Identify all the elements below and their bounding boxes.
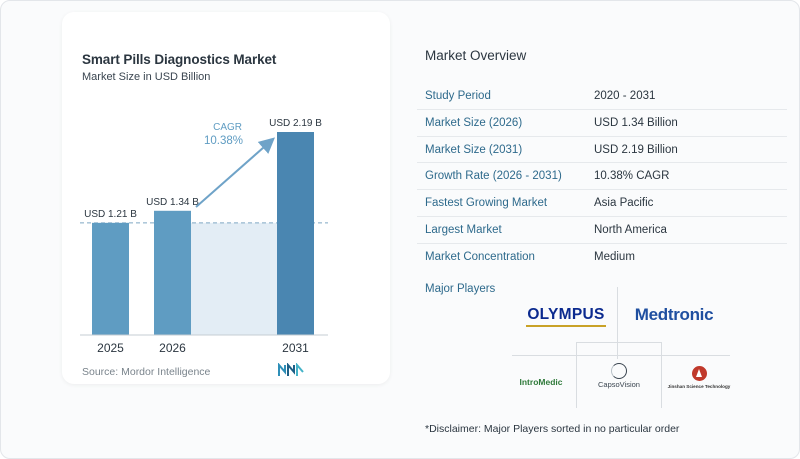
x-tick-2025: 2025 (97, 341, 124, 355)
data-label-2026: USD 1.34 B (146, 197, 199, 208)
capsovision-logo: CapsoVision (586, 356, 652, 396)
players-divider (661, 342, 662, 408)
players-divider (576, 342, 662, 343)
overview-row: Growth Rate (2026 - 2031) 10.38% CAGR (417, 163, 787, 191)
overview-row: Fastest Growing Market Asia Pacific (417, 190, 787, 217)
growth-shade-area (191, 222, 277, 335)
overview-value: North America (594, 223, 667, 236)
jinshan-logo-text: Jinshan Science Technology (667, 383, 731, 389)
players-divider (617, 287, 618, 359)
overview-value: USD 1.34 Billion (594, 116, 678, 129)
x-tick-2026: 2026 (159, 341, 186, 355)
disclaimer: *Disclaimer: Major Players sorted in no … (425, 423, 680, 435)
cagr-label: CAGR (213, 122, 242, 133)
olympus-logo-underline (526, 324, 606, 327)
overview-label: Growth Rate (2026 - 2031) (425, 170, 562, 183)
overview-label: Market Size (2031) (425, 143, 523, 156)
overview-row: Study Period 2020 - 2031 (417, 83, 787, 110)
overview-value: Asia Pacific (594, 197, 654, 210)
overview-value: Medium (594, 250, 635, 263)
chart-title: Smart Pills Diagnostics Market (82, 52, 277, 67)
overview-row: Market Concentration Medium (417, 244, 787, 271)
overview-row: Market Size (2026) USD 1.34 Billion (417, 110, 787, 137)
jinshan-mark-icon (691, 365, 707, 381)
intromedic-logo-text: IntroMedic (519, 377, 563, 387)
overview-value: 10.38% CAGR (594, 170, 670, 183)
olympus-logo-text: OLYMPUS (527, 305, 605, 323)
overview-label: Largest Market (425, 223, 502, 236)
data-label-2031: USD 2.19 B (269, 118, 322, 129)
chart-subtitle: Market Size in USD Billion (82, 71, 211, 83)
data-label-2025: USD 1.21 B (84, 209, 137, 220)
overview-label: Fastest Growing Market (425, 197, 548, 210)
overview-label: Market Size (2026) (425, 116, 523, 129)
capsovision-ring-icon (611, 363, 627, 379)
bar-2031 (277, 132, 314, 335)
cagr-arrow (195, 137, 276, 208)
bar-chart: USD 1.21 B 2025 USD 1.34 B 2026 USD 2.19 B 20… (80, 118, 328, 355)
capsovision-logo-text: CapsoVision (598, 380, 640, 389)
intromedic-logo: IntroMedic (509, 370, 573, 394)
major-players-title: Major Players (425, 283, 496, 295)
jinshan-logo: Jinshan Science Technology (664, 360, 734, 394)
overview-label: Study Period (425, 90, 491, 102)
overview-label: Market Concentration (425, 250, 535, 263)
mordor-intelligence-logo-icon (278, 363, 304, 376)
overview-row: Market Size (2031) USD 2.19 Billion (417, 137, 787, 164)
overview-row: Largest Market North America (417, 217, 787, 244)
players-divider (576, 342, 577, 408)
overview-value: USD 2.19 Billion (594, 143, 678, 156)
overview-value: 2020 - 2031 (594, 90, 656, 102)
olympus-logo: OLYMPUS (520, 302, 612, 330)
overview-table: Study Period 2020 - 2031 Market Size (20… (417, 83, 787, 271)
x-tick-2031: 2031 (282, 341, 309, 355)
overview-title: Market Overview (425, 48, 527, 63)
bar-2025 (92, 222, 129, 335)
players-divider (512, 355, 730, 356)
medtronic-logo: Medtronic (634, 305, 714, 324)
source-note: Source: Mordor Intelligence (82, 366, 211, 378)
bar-2026 (154, 210, 191, 335)
cagr-value: 10.38% (204, 135, 243, 147)
